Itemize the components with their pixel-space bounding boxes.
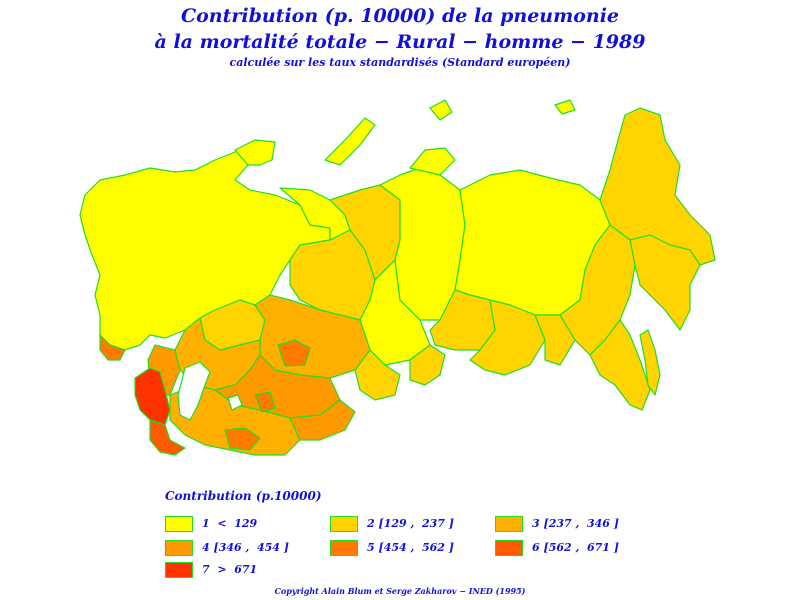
- region-european-west: [79, 149, 331, 351]
- legend-label: 2 [129 , 237 ]: [367, 517, 454, 530]
- region-kola: [234, 139, 276, 166]
- legend-item-3: 3 [237 , 346 ]: [495, 515, 619, 532]
- new-siberian-islands: [554, 99, 576, 115]
- aral-sea: [227, 394, 243, 411]
- legend-item-1: 1 < 129: [165, 515, 257, 532]
- region-central-asia: [169, 384, 301, 456]
- region-sakhalin: [639, 329, 661, 396]
- region-transcaucasus: [149, 419, 186, 456]
- region-fergana: [254, 391, 276, 413]
- legend-swatch: [495, 539, 523, 556]
- legend-item-5: 5 [454 , 562 ]: [330, 539, 454, 556]
- region-tajik: [224, 427, 261, 451]
- legend-swatch: [495, 515, 523, 532]
- legend-label: 7 > 671: [202, 563, 258, 576]
- region-kyrgyz: [289, 399, 356, 441]
- legend-swatch: [330, 539, 358, 556]
- legend-item-6: 6 [562 , 671 ]: [495, 539, 619, 556]
- choropleth-map: [79, 99, 716, 456]
- legend-label: 1 < 129: [202, 517, 258, 530]
- map-subtitle: calculée sur les taux standardisés (Stan…: [229, 56, 571, 69]
- copyright-text: Copyright Alain Blum et Serge Zakharov −…: [274, 586, 526, 596]
- legend-label: 5 [454 , 562 ]: [367, 541, 454, 554]
- legend-title: Contribution (p.10000): [165, 489, 322, 503]
- region-karaganda: [277, 339, 311, 367]
- legend-swatch: [165, 561, 193, 578]
- region-kamchatka: [629, 234, 701, 331]
- map-title: Contribution (p. 10000) de la pneumonie: [180, 5, 620, 27]
- region-taymyr: [409, 147, 456, 176]
- region-tuva: [409, 344, 446, 386]
- legend-swatch: [165, 539, 193, 556]
- region-caucasus-red: [134, 367, 171, 426]
- region-altai: [354, 349, 401, 401]
- legend-label: 4 [346 , 454 ]: [202, 541, 289, 554]
- severnaya-zemlya: [429, 99, 453, 121]
- legend-label: 3 [237 , 346 ]: [532, 517, 619, 530]
- legend-item-7: 7 > 671: [165, 561, 257, 578]
- region-chita: [469, 299, 546, 376]
- novaya-zemlya: [324, 117, 376, 166]
- legend-item-4: 4 [346 , 454 ]: [165, 539, 289, 556]
- legend-item-2: 2 [129 , 237 ]: [330, 515, 454, 532]
- legend-swatch: [330, 515, 358, 532]
- region-amur: [534, 314, 576, 366]
- legend-swatch: [165, 515, 193, 532]
- legend-label: 6 [562 , 671 ]: [532, 541, 619, 554]
- region-ukraine-west: [99, 334, 126, 361]
- region-primorye: [589, 319, 651, 411]
- caspian-sea: [177, 361, 211, 421]
- map-title-line2: à la mortalité totale − Rural − homme − …: [154, 31, 646, 53]
